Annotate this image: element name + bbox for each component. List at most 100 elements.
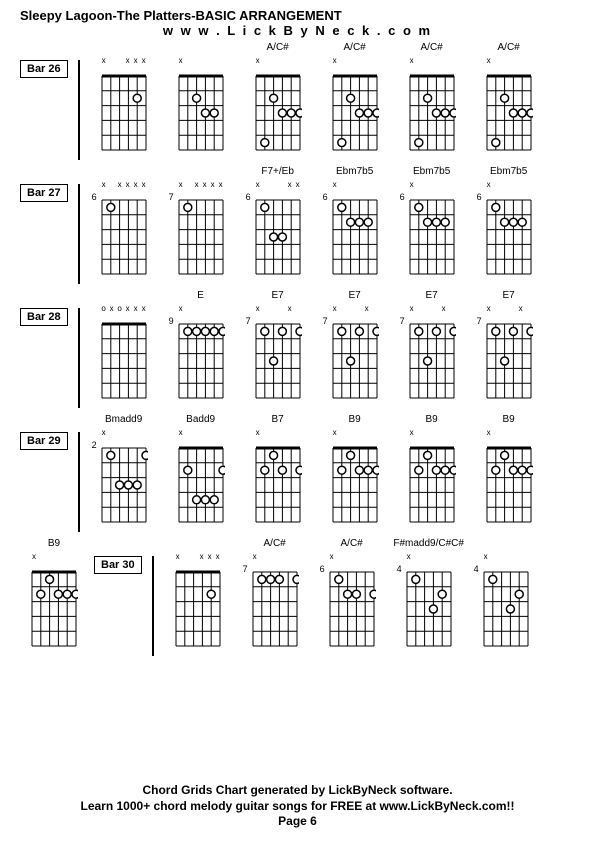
chord-diagram (482, 562, 530, 652)
chord-diagram (405, 562, 453, 652)
chord-diagram (331, 314, 379, 404)
diagram-wrap: 6 x (408, 180, 456, 280)
chord-name: E (197, 290, 204, 304)
chord-diagram (485, 66, 533, 156)
chord-block: Bmadd9 2 x (90, 414, 158, 528)
diagram-wrap: 6 xxx (254, 180, 302, 280)
chord-diagram (100, 438, 148, 528)
chord-name: Ebm7b5 (413, 166, 450, 180)
string-mutes: x (254, 56, 302, 66)
diagram-wrap: 4 x (405, 552, 453, 652)
fret-number: 6 (400, 192, 405, 202)
footer: Chord Grids Chart generated by LickByNec… (0, 783, 595, 830)
chord-block: E 9 x (167, 290, 235, 404)
diagram-wrap: oxoxxx (100, 304, 148, 404)
chord-block: F#madd9/C#C# 4 x (395, 538, 463, 652)
site-url: w w w . L i c k B y N e c k . c o m (20, 23, 575, 38)
diagram-wrap: x (177, 56, 225, 156)
bar-label: Bar 26 (20, 60, 68, 78)
chord-row: Bar 28 oxoxxx E 9 x E7 7 xx E7 7 xx (20, 290, 575, 408)
string-mutes: x (331, 428, 379, 438)
chord-name: B9 (349, 414, 361, 428)
diagram-wrap: 7 x (251, 552, 299, 652)
chord-block: B9 x (20, 538, 88, 652)
diagram-wrap: 6 xxxxx (100, 180, 148, 280)
chord-row: Bar 27 6 xxxxx 7 xxxxx F7+/Eb 6 xxx Ebm7… (20, 166, 575, 284)
chord-block: A/C# 7 x (241, 538, 309, 652)
string-mutes: x (485, 180, 533, 190)
chord-block: 4 x (472, 538, 540, 652)
string-mutes: x (254, 428, 302, 438)
chord-block: Ebm7b5 6 x (398, 166, 466, 280)
chord-list: Bmadd9 2 x Badd9 x B7 x B9 x B9 x (90, 414, 543, 528)
diagram-wrap: x (485, 56, 533, 156)
chord-diagram (485, 314, 533, 404)
diagram-wrap: 7 xx (485, 304, 533, 404)
diagram-wrap: 7 xx (408, 304, 456, 404)
chord-block: B9 x (398, 414, 466, 528)
chord-name: F#madd9/C#C# (393, 538, 464, 552)
string-mutes: xx (485, 304, 533, 314)
chord-block: A/C# x (244, 42, 312, 156)
chord-diagram (100, 66, 148, 156)
chord-list: xxxx x A/C# x A/C# x A/C# x A/C# (90, 42, 543, 156)
chord-block: 7 xxxxx (167, 166, 235, 280)
fret-number: 6 (92, 192, 97, 202)
chord-name: Ebm7b5 (336, 166, 373, 180)
fret-number: 4 (474, 564, 479, 574)
fret-number: 4 (397, 564, 402, 574)
diagram-wrap: 7 xxxxx (177, 180, 225, 280)
fret-number: 6 (477, 192, 482, 202)
string-mutes: xxxx (100, 56, 148, 66)
chord-name: E7 (426, 290, 438, 304)
chord-diagram (408, 66, 456, 156)
chord-block: oxoxxx (90, 290, 158, 404)
string-mutes: x (331, 180, 379, 190)
fret-number: 2 (92, 440, 97, 450)
chord-diagram (331, 438, 379, 528)
row-connector (78, 308, 80, 408)
string-mutes: xx (331, 304, 379, 314)
fret-number: 7 (323, 316, 328, 326)
chord-block: E7 7 xx (398, 290, 466, 404)
diagram-wrap: x (485, 428, 533, 528)
diagram-wrap: x (30, 552, 78, 652)
header: Sleepy Lagoon-The Platters-BASIC ARRANGE… (20, 8, 575, 38)
diagram-wrap: x (331, 428, 379, 528)
bar-label: Bar 28 (20, 308, 68, 326)
string-mutes: x (482, 552, 530, 562)
string-mutes: x (177, 56, 225, 66)
string-mutes: x (485, 428, 533, 438)
diagram-wrap: 6 x (331, 180, 379, 280)
diagram-wrap: 7 xx (331, 304, 379, 404)
diagram-wrap: 4 x (482, 552, 530, 652)
chord-diagram (100, 190, 148, 280)
chord-diagram (408, 438, 456, 528)
chord-block: E7 7 xx (475, 290, 543, 404)
fret-number: 7 (243, 564, 248, 574)
string-mutes: x (100, 428, 148, 438)
diagram-wrap: 9 x (177, 304, 225, 404)
string-mutes: xxx (254, 180, 302, 190)
string-mutes: xxxx (174, 552, 222, 562)
string-mutes: x (408, 180, 456, 190)
footer-line-2: Learn 1000+ chord melody guitar songs fo… (0, 799, 595, 815)
chord-name: F7+/Eb (261, 166, 294, 180)
chord-name: E7 (503, 290, 515, 304)
fret-number: 9 (169, 316, 174, 326)
string-mutes: x (328, 552, 376, 562)
chord-block: B9 x (321, 414, 389, 528)
chord-row: Bar 29 Bmadd9 2 x Badd9 x B7 x B9 x (20, 414, 575, 532)
chord-name: B7 (272, 414, 284, 428)
chord-diagram (485, 190, 533, 280)
chord-diagram (174, 562, 222, 652)
chord-block: A/C# 6 x (318, 538, 386, 652)
chord-diagram (177, 190, 225, 280)
string-mutes: x (251, 552, 299, 562)
chord-diagram (177, 314, 225, 404)
chord-name: E7 (349, 290, 361, 304)
chord-block: A/C# x (321, 42, 389, 156)
chord-block: A/C# x (398, 42, 466, 156)
chord-list: xxxx A/C# 7 x A/C# 6 x F#madd9/C#C# 4 x … (164, 538, 540, 652)
chord-name: A/C# (341, 538, 363, 552)
